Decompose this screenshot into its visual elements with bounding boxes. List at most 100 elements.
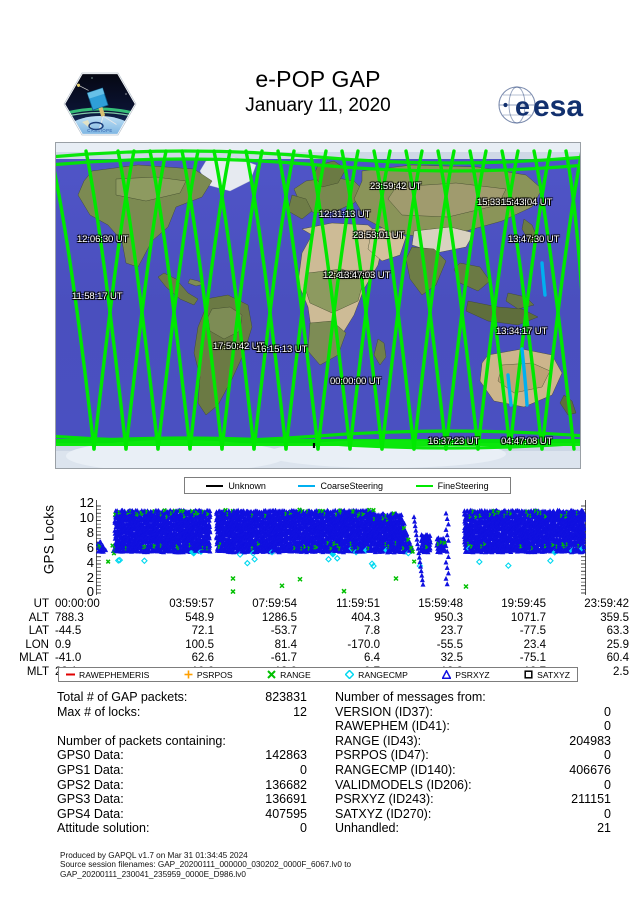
legend-item-coarsesteering: CoarseSteering bbox=[298, 481, 383, 491]
axis-cell: 72.1 bbox=[134, 625, 217, 639]
marker-psrxyz bbox=[446, 555, 450, 559]
marker-psrxyz bbox=[444, 511, 448, 515]
marker-range bbox=[106, 560, 110, 564]
stats-label: Total # of GAP packets: bbox=[57, 690, 187, 705]
legend-marker-square-icon bbox=[524, 670, 533, 679]
marker-range bbox=[231, 577, 235, 581]
stats-row: PSRPOS (ID47): 0 bbox=[335, 748, 611, 763]
stats-column-left: Total # of GAP packets: 823831 Max # of lo… bbox=[57, 690, 307, 836]
stats-row: GPS2 Data: 136682 bbox=[57, 778, 307, 793]
axis-cell: 00:00:00 bbox=[51, 598, 134, 612]
stats-column-right: Number of messages from: VERSION (ID37): 0… bbox=[335, 690, 611, 836]
axis-cell: 25.9 bbox=[549, 639, 632, 653]
stats-label: GPS4 Data: bbox=[57, 807, 124, 822]
stats-row: Attitude solution: 0 bbox=[57, 821, 307, 836]
marker-psrxyz bbox=[444, 577, 448, 581]
stats-row: GPS0 Data: 142863 bbox=[57, 748, 307, 763]
axis-cell: -55.5 bbox=[383, 639, 466, 653]
axis-cell: 07:59:54 bbox=[217, 598, 300, 612]
stats-value: 0 bbox=[604, 807, 611, 822]
stats-label: Number of packets containing: bbox=[57, 734, 226, 749]
legend-item-rawephemeris: RAWEPHEMERIS bbox=[66, 670, 149, 680]
axis-cell: 23.7 bbox=[383, 625, 466, 639]
track-time-label: 16:37:23 UT bbox=[428, 437, 479, 447]
marker-psrxyz bbox=[444, 560, 448, 564]
world-map-ground-track[interactable]: 12:06:30 UT 11:58:17 UT 17:50:42 UT 16:1… bbox=[55, 142, 581, 469]
stats-label: Unhandled: bbox=[335, 821, 399, 836]
axis-row: LON 0.9 100.5 81.4 -170.0 -55.5 23.4 25.9 bbox=[8, 639, 632, 653]
y-tick-2: 2 bbox=[87, 571, 94, 584]
stats-value: 0 bbox=[300, 821, 307, 836]
marker-psrxyz bbox=[444, 528, 448, 532]
footer-provenance: Produced by GAPQL v1.7 on Mar 31 01:34:4… bbox=[60, 851, 580, 879]
marker-psrxyz bbox=[416, 542, 420, 546]
stats-row: GPS3 Data: 136691 bbox=[57, 792, 307, 807]
legend-item-range: RANGE bbox=[267, 670, 311, 680]
axis-cell: 359.5 bbox=[549, 612, 632, 626]
stats-value: 823831 bbox=[265, 690, 307, 705]
y-tick-0: 0 bbox=[87, 585, 94, 598]
stats-row: PSRXYZ (ID243): 211151 bbox=[335, 792, 611, 807]
stats-value: 0 bbox=[604, 719, 611, 734]
marker-psrxyz bbox=[415, 537, 419, 541]
stats-label: RAWEPHEM (ID41): bbox=[335, 719, 450, 734]
stats-label: Attitude solution: bbox=[57, 821, 149, 836]
stats-value: 0 bbox=[604, 778, 611, 793]
cassiope-logo-text: CASSIOPE bbox=[87, 128, 112, 133]
stats-row: Unhandled: 21 bbox=[335, 821, 611, 836]
marker-psrxyz bbox=[418, 560, 422, 564]
stats-label: GPS1 Data: bbox=[57, 763, 124, 778]
marker-psrxyz bbox=[445, 517, 449, 521]
axis-cell: -53.7 bbox=[217, 625, 300, 639]
axis-row-label: UT bbox=[8, 598, 51, 612]
map-canvas bbox=[56, 143, 580, 468]
axis-cell: 63.3 bbox=[549, 625, 632, 639]
footer-line-source-2: GAP_20200111_230041_235959_0000E_D986.lv… bbox=[60, 870, 580, 879]
stats-row: SATXYZ (ID270): 0 bbox=[335, 807, 611, 822]
legend-label: FineSteering bbox=[438, 481, 489, 491]
legend-swatch-finesteering bbox=[416, 485, 433, 487]
marker-psrxyz bbox=[446, 538, 450, 542]
map-legend: Unknown CoarseSteering FineSteering bbox=[184, 477, 511, 494]
axis-cell: -77.5 bbox=[466, 625, 549, 639]
legend-marker-cross-icon bbox=[267, 670, 276, 679]
legend-marker-dash bbox=[66, 670, 75, 679]
axis-cell: 100.5 bbox=[134, 639, 217, 653]
report-header: CASSIOPE e-POP GAP January 11, 2020 e es… bbox=[0, 52, 636, 144]
axis-cell: -75.1 bbox=[466, 652, 549, 666]
footer-line-producer: Produced by GAPQL v1.7 on Mar 31 01:34:4… bbox=[60, 851, 580, 860]
axis-cell: 23:59:42 bbox=[549, 598, 632, 612]
stats-label: RANGECMP (ID140): bbox=[335, 763, 456, 778]
axis-cell: 548.9 bbox=[134, 612, 217, 626]
marker-range bbox=[280, 584, 284, 588]
footer-line-source-1: Source session filenames: GAP_20200111_0… bbox=[60, 860, 580, 869]
stats-row: Number of messages from: bbox=[335, 690, 611, 705]
y-tick-4: 4 bbox=[87, 556, 94, 569]
legend-label: RAWEPHEMERIS bbox=[79, 670, 149, 680]
axis-cell: 81.4 bbox=[217, 639, 300, 653]
gps-locks-scatter-plot[interactable] bbox=[96, 500, 586, 595]
statistics-section: Total # of GAP packets: 823831 Max # of lo… bbox=[0, 690, 636, 840]
track-time-label: 16:15:13 UT bbox=[256, 345, 307, 355]
track-time-label: 11:58:17 UT bbox=[72, 292, 122, 302]
stats-row: Max # of locks: 12 bbox=[57, 705, 307, 720]
stats-label: SATXYZ (ID270): bbox=[335, 807, 431, 822]
track-time-label: 13:47:03 UT bbox=[339, 271, 390, 281]
stats-row: VALIDMODELS (ID206): 0 bbox=[335, 778, 611, 793]
legend-label: RANGE bbox=[280, 670, 311, 680]
axis-cell: 6.4 bbox=[300, 652, 383, 666]
svg-text:e: e bbox=[515, 92, 530, 122]
stats-label: PSRPOS (ID47): bbox=[335, 748, 429, 763]
marker-psrxyz bbox=[420, 573, 424, 577]
marker-rangecmp bbox=[142, 558, 147, 563]
marker-range bbox=[231, 590, 235, 594]
legend-item-psrxyz: PSRXYZ bbox=[442, 670, 489, 680]
axis-row-label: LAT bbox=[8, 625, 51, 639]
y-tick-12: 12 bbox=[80, 496, 94, 509]
track-time-label: 12:31:13 UT bbox=[319, 210, 370, 220]
y-axis-title-text: GPS Locks bbox=[42, 503, 57, 577]
axis-cell: -170.0 bbox=[300, 639, 383, 653]
stats-value: 211151 bbox=[571, 792, 611, 807]
track-time-label: 13:47:30 UT bbox=[508, 235, 559, 245]
stats-value: 136682 bbox=[265, 778, 307, 793]
